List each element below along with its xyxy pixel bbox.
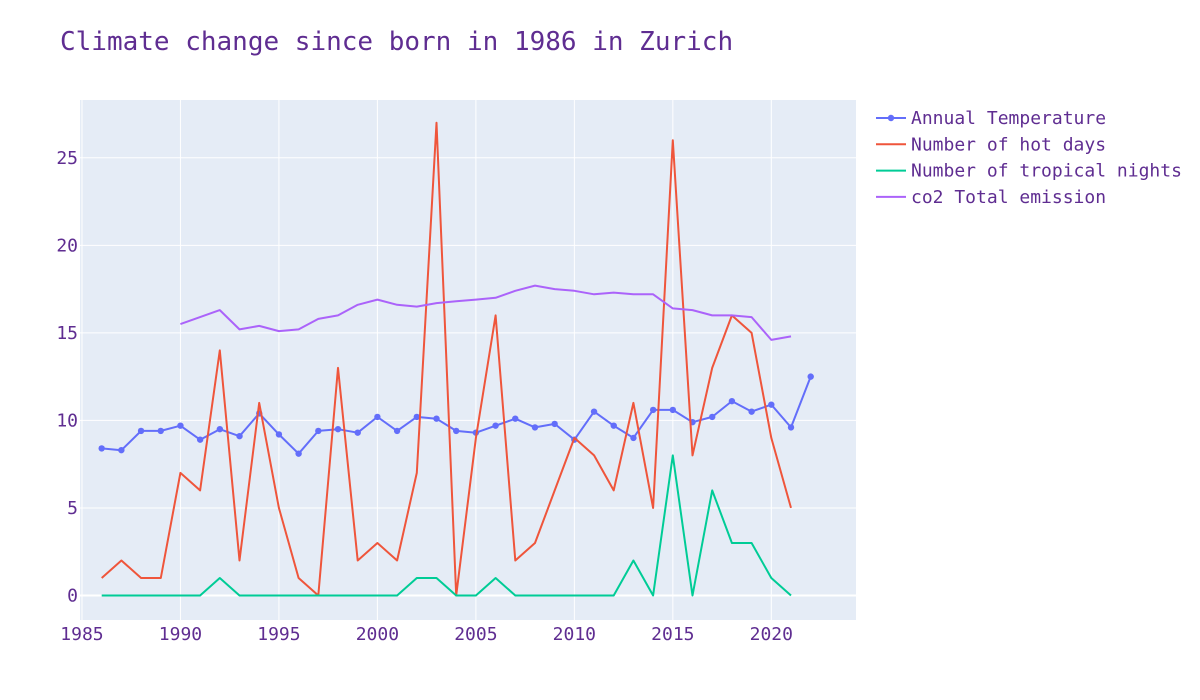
series-3 <box>180 284 792 341</box>
legend-marker-swatch <box>887 114 895 122</box>
x-tick-label: 2010 <box>553 624 596 645</box>
data-point <box>610 422 617 429</box>
data-point <box>807 373 814 380</box>
data-point <box>748 408 755 415</box>
data-point <box>433 415 440 422</box>
legend-item[interactable]: Number of tropical nights <box>876 161 1182 182</box>
series-0 <box>98 373 814 457</box>
data-point <box>118 446 125 454</box>
legend-label: Annual Temperature <box>911 108 1106 129</box>
data-point <box>374 413 381 421</box>
data-point <box>768 401 775 408</box>
data-point <box>315 427 322 435</box>
data-point <box>295 450 302 457</box>
data-point <box>98 445 105 452</box>
legend-item[interactable]: co2 Total emission <box>876 187 1106 208</box>
x-tick-label: 2005 <box>454 624 497 645</box>
plot-area <box>80 100 856 620</box>
x-tick-label: 1990 <box>159 624 202 645</box>
data-point <box>334 425 342 433</box>
data-point <box>649 406 657 414</box>
chart-title: Climate change since born in 1986 in Zur… <box>60 27 733 57</box>
data-point <box>531 424 539 431</box>
series-line <box>101 454 792 597</box>
series-layer <box>98 121 814 597</box>
data-point <box>492 422 499 429</box>
x-tick-label: 2015 <box>651 624 694 645</box>
data-point <box>236 432 243 440</box>
axis-tick-labels: 1985 1990 1995 2000 2005 2010 2015 2020 0 5 10 15 20… <box>56 148 793 645</box>
legend-label: co2 Total emission <box>911 187 1106 208</box>
data-point <box>728 397 736 405</box>
y-tick-label: 25 <box>56 148 78 169</box>
data-point <box>452 427 460 435</box>
data-point <box>551 420 558 428</box>
x-tick-label: 2000 <box>356 624 399 645</box>
y-tick-label: 20 <box>56 235 78 256</box>
legend-item[interactable]: Annual Temperature <box>876 108 1106 129</box>
y-tick-label: 5 <box>67 498 78 519</box>
legend-label: Number of hot days <box>911 134 1106 155</box>
y-tick-label: 0 <box>67 585 78 606</box>
data-point <box>393 427 401 435</box>
data-point <box>787 424 795 431</box>
data-point <box>709 413 716 421</box>
data-point <box>630 434 637 442</box>
legend-item[interactable]: Number of hot days <box>876 134 1106 155</box>
legend-label: Number of tropical nights <box>911 161 1182 182</box>
series-line <box>180 284 792 341</box>
data-point <box>216 425 224 433</box>
data-point <box>177 422 184 429</box>
data-point <box>137 427 145 435</box>
data-point <box>512 415 519 422</box>
legend[interactable]: Annual Temperature Number of hot days Numb… <box>876 108 1182 208</box>
x-tick-label: 2020 <box>750 624 793 645</box>
data-point <box>413 413 420 421</box>
data-point <box>354 429 361 436</box>
data-point <box>669 406 677 414</box>
data-point <box>275 431 283 438</box>
x-tick-label: 1995 <box>257 624 300 645</box>
series-line <box>101 121 792 597</box>
series-1 <box>101 121 792 597</box>
y-tick-label: 15 <box>56 323 78 344</box>
data-point <box>196 436 204 443</box>
data-point <box>157 427 164 435</box>
y-tick-label: 10 <box>56 410 78 431</box>
x-tick-label: 1985 <box>60 624 103 645</box>
series-2 <box>101 454 792 597</box>
data-point <box>590 408 598 415</box>
